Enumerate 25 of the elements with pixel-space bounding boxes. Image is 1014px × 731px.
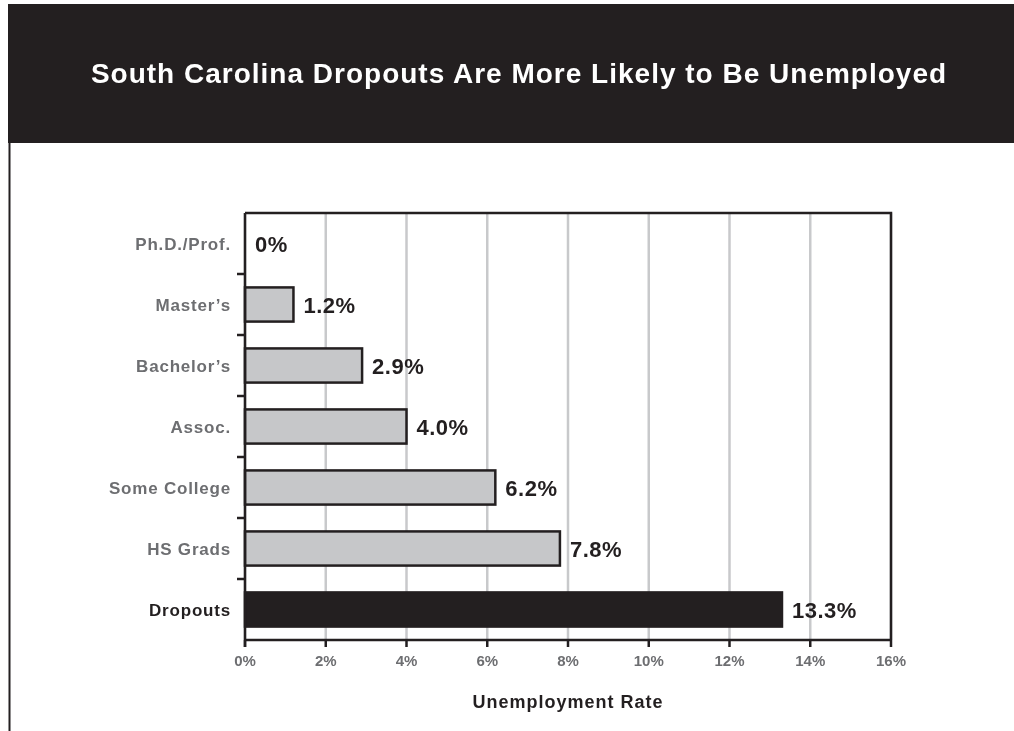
x-tick-label: 14% xyxy=(795,652,826,669)
y-tick-label: Dropouts xyxy=(149,600,231,620)
x-tick-label: 8% xyxy=(557,652,579,669)
x-tick-label: 2% xyxy=(314,652,337,669)
x-tick-label: 0% xyxy=(234,652,256,669)
x-tick-label: 10% xyxy=(633,652,664,669)
x-tick-label: 12% xyxy=(714,652,745,669)
x-tick-label: 6% xyxy=(476,652,499,669)
x-axis-title: Unemployment Rate xyxy=(472,692,664,712)
data-label: 1.2% xyxy=(303,292,356,318)
y-tick-label: HS Grads xyxy=(147,539,231,559)
data-label: 2.9% xyxy=(372,353,425,379)
data-label: 0% xyxy=(255,231,288,257)
chart-title: South Carolina Dropouts Are More Likely to Be Unemployed xyxy=(90,58,948,89)
y-tick-label: Assoc. xyxy=(170,417,231,437)
data-label: 4.0% xyxy=(416,414,469,440)
x-tick-label: 4% xyxy=(395,652,418,669)
y-tick-label: Some College xyxy=(108,478,231,498)
y-tick-label: Bachelor’s xyxy=(136,356,231,376)
data-label: 13.3% xyxy=(791,597,857,623)
data-label: 7.8% xyxy=(569,536,623,562)
y-tick-label: Master’s xyxy=(155,295,231,315)
data-label: 6.2% xyxy=(505,475,558,501)
y-tick-label: Ph.D./Prof. xyxy=(135,234,231,254)
x-tick-label: 16% xyxy=(875,652,907,669)
